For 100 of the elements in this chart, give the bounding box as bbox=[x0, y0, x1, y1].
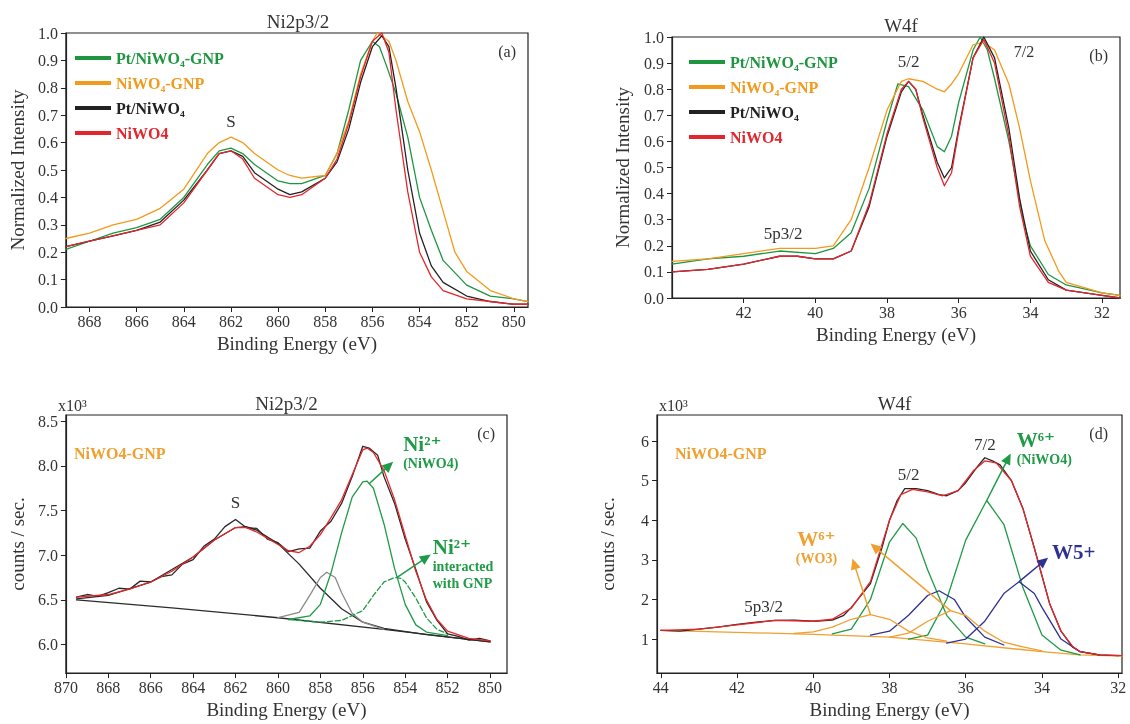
y-tick-label: 0.0 bbox=[37, 298, 58, 316]
y-tick-label: 0.9 bbox=[644, 54, 664, 72]
annotation: Ni²⁺ interacted with GNP bbox=[432, 535, 494, 591]
y-tick-label: 0.2 bbox=[644, 237, 664, 255]
chart-title: Ni2p3/2 bbox=[255, 393, 318, 414]
y-tick-label: 0.7 bbox=[644, 106, 664, 124]
x-axis-title: Binding Energy (eV) bbox=[815, 323, 977, 346]
y-axis-title: Normalized Intensity bbox=[612, 86, 633, 248]
y-tick-label: 0.6 bbox=[37, 134, 58, 152]
x-tick-label: 34 bbox=[1022, 303, 1039, 321]
x-tick-label: 854 bbox=[407, 312, 432, 330]
x-tick-label: 862 bbox=[223, 678, 248, 696]
y-tick-label: 1.0 bbox=[644, 28, 664, 46]
annotation: 7/2 bbox=[1013, 42, 1035, 60]
y-tick-label: 5 bbox=[641, 472, 649, 490]
legend-label: Pt/NiWO₄-GNP bbox=[116, 49, 225, 67]
y-tick-label: 0.5 bbox=[644, 159, 664, 176]
text: x10³ bbox=[659, 396, 688, 414]
annotation: S bbox=[226, 112, 236, 132]
annotation: 5p3/2 bbox=[763, 223, 803, 243]
x-tick-label: 32 bbox=[1110, 678, 1127, 696]
x-axis-title: Binding Energy (eV) bbox=[216, 332, 377, 355]
x-tick-label: 868 bbox=[96, 678, 121, 696]
x-tick-label: 38 bbox=[879, 303, 896, 321]
y-tick-label: 0.5 bbox=[37, 161, 58, 179]
x-tick-label: 42 bbox=[735, 303, 752, 321]
y-tick-label: 0.1 bbox=[37, 271, 58, 289]
x-tick-label: 850 bbox=[478, 678, 503, 696]
annotation: 5p3/2 bbox=[744, 597, 784, 617]
x-tick-label: 854 bbox=[393, 678, 418, 696]
annotation: (c) bbox=[477, 424, 495, 443]
annotation: NiWO4-GNP bbox=[675, 444, 767, 462]
x-tick-label: 42 bbox=[729, 678, 746, 696]
x-tick-label: 856 bbox=[360, 312, 385, 330]
y-axis-title: counts / sec. bbox=[597, 497, 618, 591]
annotation: (d) bbox=[1089, 424, 1108, 443]
y-tick-label: 8.0 bbox=[37, 457, 58, 475]
y-tick-label: 3 bbox=[641, 551, 649, 569]
annotation: W⁶⁺ (NiWO4) bbox=[1016, 428, 1073, 468]
x-tick-label: 852 bbox=[454, 312, 479, 330]
annotation: 7/2 bbox=[973, 434, 996, 454]
x-tick-label: 852 bbox=[435, 678, 460, 696]
y-tick-label: 0.2 bbox=[37, 243, 58, 261]
annotation: (b) bbox=[1089, 46, 1108, 65]
x-tick-label: 860 bbox=[266, 312, 291, 330]
chart-title: Ni2p3/2 bbox=[266, 11, 330, 32]
y-tick-label: 0.1 bbox=[644, 263, 664, 281]
legend-label: NiWO4 bbox=[730, 128, 783, 146]
x-tick-label: 864 bbox=[181, 678, 206, 696]
x-tick-label: 860 bbox=[265, 678, 290, 696]
y-tick-label: 1 bbox=[641, 630, 649, 648]
y-tick-label: 0.3 bbox=[37, 216, 58, 234]
y-tick-label: 7.0 bbox=[37, 546, 58, 564]
y-tick-label: 1.0 bbox=[37, 24, 58, 42]
x-tick-label: 38 bbox=[881, 678, 898, 696]
y-tick-label: 0.9 bbox=[37, 51, 58, 69]
annotation: 5/2 bbox=[897, 51, 920, 71]
y-tick-label: 0.8 bbox=[37, 79, 58, 97]
legend-label: NiWO₄-GNP bbox=[730, 78, 819, 96]
y-tick-label: 4 bbox=[641, 511, 649, 529]
annotation: W⁶⁺ (WO3) bbox=[795, 527, 838, 567]
x-tick-label: 44 bbox=[652, 678, 669, 696]
y-tick-label: 6.5 bbox=[37, 591, 58, 609]
x-tick-label: 858 bbox=[313, 312, 338, 330]
y-axis-title: Normalized Intensity bbox=[7, 89, 28, 251]
y-tick-label: 0.7 bbox=[37, 106, 58, 124]
y-tick-label: 2 bbox=[641, 590, 649, 608]
annotation: (a) bbox=[498, 42, 516, 61]
x-tick-label: 864 bbox=[171, 312, 196, 330]
x-tick-label: 858 bbox=[308, 678, 333, 696]
annotation: 5/2 bbox=[897, 464, 920, 484]
chart-title: W4f bbox=[884, 15, 919, 36]
x-axis-title: Binding Energy (eV) bbox=[206, 699, 367, 721]
y-tick-label: 6 bbox=[641, 432, 649, 450]
y-tick-label: 6.0 bbox=[37, 636, 58, 654]
y-axis-title: counts / sec. bbox=[7, 497, 28, 591]
legend-label: NiWO4 bbox=[116, 124, 169, 142]
annotation: Ni²⁺ (NiWO4) bbox=[403, 432, 459, 472]
y-tick-label: 0.4 bbox=[37, 188, 58, 206]
annotation: S bbox=[230, 493, 241, 513]
x-tick-label: 40 bbox=[807, 303, 824, 321]
text: x10³ bbox=[58, 396, 87, 414]
x-tick-label: 36 bbox=[957, 678, 974, 696]
y-tick-label: 8.5 bbox=[37, 412, 58, 430]
y-tick-label: 0.6 bbox=[644, 132, 664, 150]
legend-label: Pt/NiWO₄ bbox=[730, 103, 799, 121]
x-tick-label: 34 bbox=[1033, 678, 1050, 696]
x-tick-label: 856 bbox=[350, 678, 375, 696]
y-tick-label: 0.3 bbox=[644, 211, 664, 229]
chart-title: W4f bbox=[877, 393, 913, 414]
x-tick-label: 36 bbox=[950, 303, 967, 321]
y-tick-label: 0.8 bbox=[644, 80, 664, 98]
x-tick-label: 862 bbox=[218, 312, 243, 330]
x-tick-label: 870 bbox=[53, 678, 78, 696]
annotation: NiWO4-GNP bbox=[74, 444, 166, 462]
y-tick-label: 7.5 bbox=[37, 502, 58, 520]
x-tick-label: 868 bbox=[77, 312, 102, 330]
x-axis-title: Binding Energy (eV) bbox=[809, 699, 970, 721]
legend-label: Pt/NiWO₄-GNP bbox=[730, 53, 839, 71]
x-tick-label: 850 bbox=[501, 312, 526, 330]
